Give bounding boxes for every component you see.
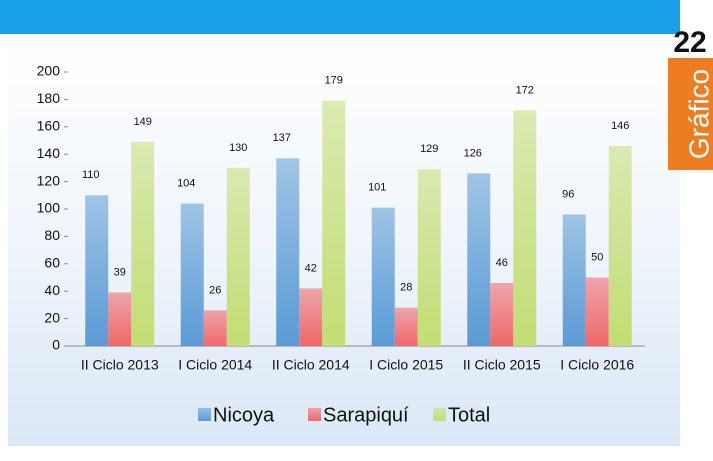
value-label: 137 — [273, 132, 291, 144]
bar — [562, 214, 586, 346]
y-tick-label: 120 — [37, 172, 61, 188]
value-label: 179 — [325, 75, 343, 87]
bar — [467, 173, 491, 346]
y-tick-label: 20 — [44, 309, 60, 325]
y-tick-label: 100 — [37, 200, 61, 216]
y-tick-label: 180 — [37, 90, 61, 106]
bar — [371, 207, 395, 346]
bar — [131, 141, 155, 346]
value-label: 130 — [229, 142, 247, 154]
bar — [608, 145, 632, 346]
bar — [394, 307, 418, 346]
bar — [226, 167, 250, 346]
value-label: 46 — [496, 257, 508, 269]
legend-swatch — [433, 408, 446, 421]
bar — [85, 195, 109, 346]
value-label: 26 — [209, 284, 221, 296]
bar — [490, 282, 514, 346]
value-label: 96 — [562, 188, 574, 200]
value-label: 104 — [177, 177, 195, 189]
bar — [108, 292, 132, 346]
legend-swatch — [198, 408, 211, 421]
value-label: 149 — [134, 116, 152, 128]
x-tick-label: II Ciclo 2015 — [463, 357, 541, 373]
value-label: 39 — [114, 266, 126, 278]
value-label: 42 — [305, 262, 317, 274]
x-tick-label: I Ciclo 2014 — [178, 357, 252, 373]
value-label: 50 — [591, 251, 603, 263]
x-tick-label: I Ciclo 2016 — [560, 357, 634, 373]
bar — [203, 310, 227, 346]
y-tick-label: 140 — [37, 145, 61, 161]
value-label: 101 — [368, 182, 386, 194]
bar — [513, 110, 537, 346]
bar — [299, 288, 323, 346]
value-label: 146 — [611, 120, 629, 132]
x-tick-label: I Ciclo 2015 — [369, 357, 443, 373]
bar — [322, 100, 346, 347]
value-label: 129 — [420, 143, 438, 155]
y-tick-label: 80 — [44, 227, 60, 243]
bar — [180, 203, 204, 346]
y-tick-label: 40 — [44, 282, 60, 298]
header-bar — [0, 0, 680, 34]
y-tick-label: 0 — [52, 337, 60, 353]
y-tick-label: 200 — [37, 63, 61, 79]
legend-label: Sarapiquí — [323, 404, 409, 426]
badge-number: 22 — [673, 26, 706, 59]
bar — [417, 169, 441, 346]
y-tick-label: 160 — [37, 118, 61, 134]
legend-label: Total — [448, 404, 490, 426]
value-label: 172 — [516, 84, 534, 96]
bar — [276, 158, 300, 346]
x-tick-label: II Ciclo 2014 — [272, 357, 350, 373]
value-label: 110 — [82, 169, 100, 181]
value-label: 126 — [464, 147, 482, 159]
bar — [585, 277, 609, 346]
badge-label: Gráfico — [683, 69, 713, 159]
legend-swatch — [308, 408, 321, 421]
y-tick-label: 60 — [44, 255, 60, 271]
value-label: 28 — [400, 282, 412, 294]
legend-label: Nicoya — [213, 404, 275, 426]
x-tick-label: II Ciclo 2013 — [81, 357, 159, 373]
badge-tab — [668, 58, 713, 170]
